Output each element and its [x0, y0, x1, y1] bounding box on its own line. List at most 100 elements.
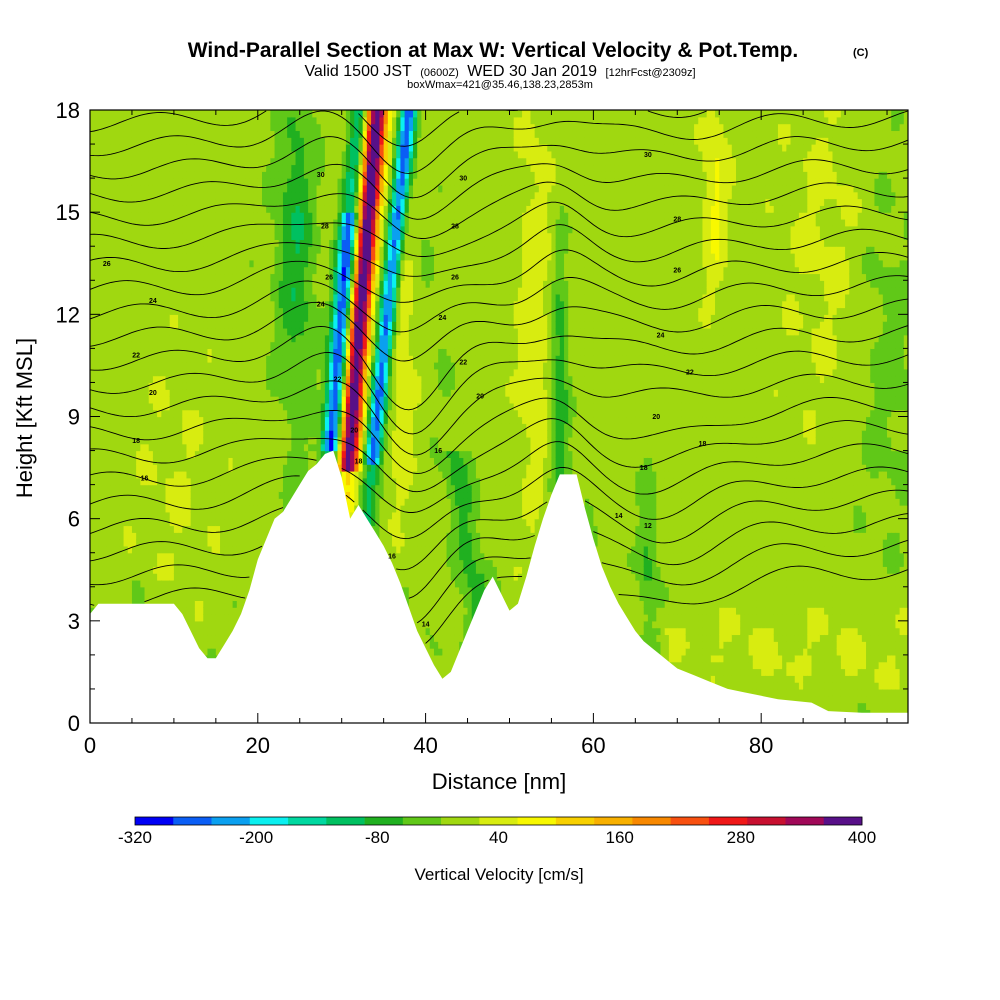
velocity-cell: [312, 314, 318, 322]
velocity-cell: [207, 532, 213, 540]
velocity-cell: [190, 375, 196, 384]
velocity-cell: [115, 586, 120, 595]
velocity-cell: [136, 178, 141, 186]
velocity-cell: [152, 287, 158, 295]
velocity-cell: [303, 239, 309, 247]
velocity-cell: [173, 525, 179, 533]
velocity-cell: [169, 137, 175, 145]
velocity-cell: [194, 566, 200, 574]
velocity-cell: [119, 450, 125, 458]
velocity-cell: [211, 144, 217, 152]
velocity-cell: [303, 116, 309, 125]
velocity-cell: [261, 191, 267, 200]
velocity-cell: [169, 532, 175, 540]
velocity-cell: [173, 307, 179, 315]
velocity-cell: [303, 430, 309, 438]
velocity-cell: [203, 396, 209, 404]
velocity-cell: [303, 416, 309, 424]
velocity-cell: [257, 157, 263, 166]
velocity-cell: [186, 436, 192, 445]
velocity-cell: [106, 130, 112, 138]
velocity-cell: [173, 464, 179, 472]
velocity-cell: [194, 198, 200, 206]
velocity-cell: [127, 389, 133, 397]
velocity-cell: [157, 396, 162, 404]
velocity-cell: [203, 116, 209, 125]
velocity-cell: [90, 436, 95, 445]
velocity-cell: [261, 491, 267, 499]
velocity-cell: [186, 273, 192, 281]
velocity-cell: [261, 253, 267, 261]
velocity-cell: [136, 157, 141, 166]
velocity-cell: [90, 450, 95, 458]
velocity-cell: [106, 470, 112, 479]
velocity-cell: [102, 205, 108, 213]
velocity-cell: [274, 498, 280, 506]
velocity-cell: [182, 430, 188, 438]
velocity-cell: [148, 334, 154, 343]
velocity-cell: [115, 327, 120, 336]
velocity-cell: [282, 164, 288, 172]
velocity-cell: [299, 266, 305, 275]
velocity-cell: [270, 457, 276, 465]
velocity-cell: [194, 470, 200, 479]
velocity-cell: [253, 532, 259, 540]
velocity-cell: [207, 573, 213, 581]
velocity-cell: [110, 218, 116, 227]
velocity-cell: [165, 341, 171, 349]
velocity-cell: [165, 334, 171, 343]
velocity-cell: [173, 259, 179, 268]
velocity-cell: [220, 191, 225, 200]
velocity-cell: [232, 416, 238, 424]
velocity-cell: [144, 477, 150, 486]
velocity-cell: [152, 266, 158, 275]
velocity-cell: [253, 559, 259, 567]
velocity-cell: [110, 539, 116, 547]
velocity-cell: [90, 239, 95, 247]
velocity-cell: [249, 525, 255, 533]
velocity-cell: [199, 402, 204, 411]
velocity-cell: [98, 552, 104, 561]
velocity-cell: [215, 225, 221, 234]
velocity-cell: [169, 150, 175, 159]
velocity-cell: [182, 321, 188, 329]
velocity-cell: [224, 212, 230, 220]
velocity-cell: [295, 334, 301, 343]
velocity-cell: [169, 198, 175, 206]
velocity-cell: [190, 545, 196, 554]
velocity-cell: [157, 505, 162, 513]
velocity-cell: [140, 218, 146, 227]
velocity-cell: [278, 327, 284, 336]
velocity-cell: [211, 239, 217, 247]
velocity-cell: [94, 423, 99, 431]
velocity-cell: [282, 375, 288, 384]
velocity-cell: [190, 218, 196, 227]
velocity-cell: [98, 253, 104, 261]
velocity-cell: [127, 178, 133, 186]
velocity-cell: [211, 450, 217, 458]
velocity-cell: [148, 484, 154, 493]
velocity-cell: [182, 273, 188, 281]
velocity-cell: [182, 539, 188, 547]
velocity-cell: [194, 416, 200, 424]
velocity-cell: [98, 518, 104, 527]
velocity-cell: [215, 239, 221, 247]
velocity-cell: [236, 586, 242, 595]
velocity-cell: [186, 293, 192, 302]
velocity-cell: [308, 164, 313, 172]
velocity-cell: [295, 341, 301, 349]
velocity-cell: [194, 518, 200, 527]
velocity-cell: [190, 150, 196, 159]
velocity-cell: [295, 382, 301, 390]
velocity-cell: [194, 150, 200, 159]
velocity-cell: [207, 157, 213, 166]
velocity-cell: [178, 518, 183, 527]
velocity-cell: [178, 355, 183, 363]
velocity-cell: [186, 484, 192, 493]
velocity-cell: [144, 396, 150, 404]
velocity-cell: [253, 191, 259, 200]
velocity-cell: [127, 246, 133, 254]
velocity-cell: [148, 287, 154, 295]
velocity-cell: [308, 259, 313, 268]
velocity-cell: [220, 423, 225, 431]
